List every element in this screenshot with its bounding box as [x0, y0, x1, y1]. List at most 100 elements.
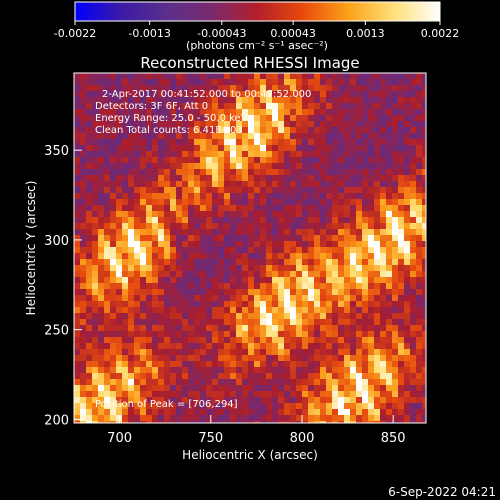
- heatmap-cell: [86, 115, 93, 122]
- heatmap-cell: [194, 145, 201, 152]
- heatmap-cell: [242, 295, 249, 302]
- heatmap-cell: [272, 259, 279, 266]
- heatmap-cell: [422, 271, 426, 278]
- heatmap-cell: [278, 403, 285, 410]
- heatmap-cell: [164, 259, 171, 266]
- heatmap-cell: [416, 295, 423, 302]
- heatmap-cell: [116, 181, 123, 188]
- heatmap-cell: [308, 139, 315, 146]
- heatmap-cell: [248, 235, 255, 242]
- heatmap-cell: [128, 199, 135, 206]
- heatmap-cell: [422, 319, 426, 326]
- heatmap-cell: [152, 229, 159, 236]
- heatmap-cell: [128, 223, 135, 230]
- heatmap-cell: [410, 199, 417, 206]
- heatmap-cell: [224, 169, 231, 176]
- heatmap-cell: [410, 409, 417, 416]
- heatmap-cell: [140, 145, 147, 152]
- heatmap-cell: [164, 379, 171, 386]
- heatmap-cell: [314, 115, 321, 122]
- heatmap-cell: [344, 349, 351, 356]
- heatmap-cell: [206, 151, 213, 158]
- heatmap-cell: [374, 103, 381, 110]
- heatmap-cell: [134, 109, 141, 116]
- heatmap-cell: [92, 241, 99, 248]
- heatmap-cell: [194, 73, 201, 80]
- heatmap-cell: [296, 235, 303, 242]
- heatmap-cell: [284, 247, 291, 254]
- heatmap-cell: [74, 157, 81, 164]
- heatmap-cell: [362, 169, 369, 176]
- heatmap-cell: [86, 349, 93, 356]
- heatmap-cell: [170, 403, 177, 410]
- heatmap-cell: [74, 283, 81, 290]
- heatmap-cell: [392, 319, 399, 326]
- heatmap-cell: [152, 73, 159, 80]
- heatmap-cell: [104, 313, 111, 320]
- heatmap-cell: [152, 259, 159, 266]
- heatmap-cell: [260, 313, 267, 320]
- heatmap-cell: [86, 367, 93, 374]
- heatmap-cell: [104, 193, 111, 200]
- heatmap-cell: [326, 343, 333, 350]
- heatmap-cell: [290, 343, 297, 350]
- heatmap-cell: [170, 115, 177, 122]
- heatmap-cell: [242, 337, 249, 344]
- heatmap-cell: [212, 91, 219, 98]
- heatmap-cell: [158, 79, 165, 86]
- heatmap-cell: [164, 295, 171, 302]
- heatmap-cell: [188, 391, 195, 398]
- heatmap-cell: [212, 169, 219, 176]
- heatmap-cell: [80, 73, 87, 80]
- heatmap-cell: [170, 385, 177, 392]
- heatmap-cell: [338, 187, 345, 194]
- heatmap-cell: [188, 253, 195, 260]
- y-axis-label: Heliocentric Y (arcsec): [24, 181, 38, 316]
- heatmap-cell: [296, 157, 303, 164]
- heatmap-cell: [218, 355, 225, 362]
- heatmap-cell: [80, 355, 87, 362]
- heatmap-cell: [92, 253, 99, 260]
- heatmap-cell: [374, 289, 381, 296]
- heatmap-cell: [110, 139, 117, 146]
- heatmap-cell: [248, 103, 255, 110]
- heatmap-cell: [188, 337, 195, 344]
- heatmap-cell: [116, 247, 123, 254]
- heatmap-cell: [272, 79, 279, 86]
- heatmap-cell: [212, 115, 219, 122]
- heatmap-cell: [98, 403, 105, 410]
- heatmap-cell: [188, 421, 195, 423]
- heatmap-cell: [392, 157, 399, 164]
- heatmap-cell: [164, 415, 171, 422]
- annotations: 2-Apr-2017 00:41:52.000 to 00:47:52.000D…: [95, 89, 311, 136]
- heatmap-cell: [356, 295, 363, 302]
- heatmap-cell: [422, 205, 426, 212]
- heatmap-cell: [164, 283, 171, 290]
- heatmap-cell: [368, 127, 375, 134]
- heatmap-cell: [74, 415, 81, 422]
- heatmap-cell: [404, 379, 411, 386]
- heatmap-cell: [422, 337, 426, 344]
- heatmap-cell: [122, 253, 129, 260]
- heatmap-cell: [230, 133, 237, 140]
- heatmap-cell: [422, 115, 426, 122]
- heatmap-cell: [92, 277, 99, 284]
- heatmap-cell: [230, 169, 237, 176]
- heatmap-cell: [248, 307, 255, 314]
- heatmap-cell: [98, 343, 105, 350]
- heatmap-cell: [284, 211, 291, 218]
- heatmap-cell: [152, 163, 159, 170]
- heatmap-cell: [218, 373, 225, 380]
- heatmap-cell: [296, 361, 303, 368]
- heatmap-cell: [170, 355, 177, 362]
- heatmap-cell: [152, 379, 159, 386]
- heatmap-cell: [392, 163, 399, 170]
- heatmap-cell: [314, 391, 321, 398]
- heatmap-cell: [218, 169, 225, 176]
- heatmap-cell: [356, 193, 363, 200]
- heatmap-cell: [200, 319, 207, 326]
- heatmap-cell: [116, 385, 123, 392]
- heatmap-cell: [356, 325, 363, 332]
- heatmap-cell: [116, 361, 123, 368]
- heatmap-cell: [338, 163, 345, 170]
